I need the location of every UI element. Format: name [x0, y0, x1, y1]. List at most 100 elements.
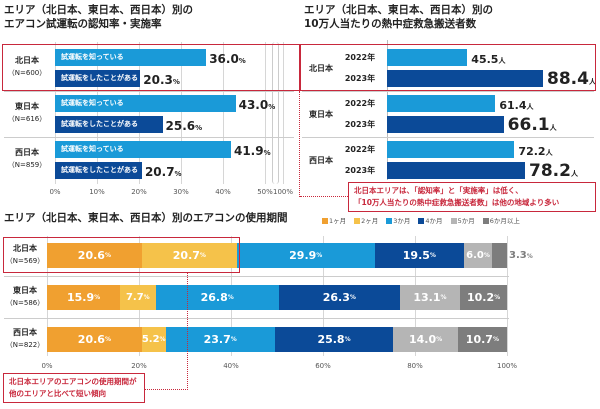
data-label: 41.9% [234, 141, 271, 162]
value-unit: % [429, 252, 436, 259]
bar: 試運転をしたことがある [55, 162, 142, 179]
year-label: 2023年 [344, 120, 376, 129]
category-label: 西日本 [309, 156, 333, 165]
category-label: 北日本 （N=600） [4, 54, 50, 80]
value-unit: % [104, 252, 111, 259]
category-name: 東日本 [15, 102, 39, 111]
note-top-line2: 「10万人当たりの熱中症救急搬送者数」は他の地域より多い [354, 198, 560, 207]
value-number: 45.5 [471, 53, 499, 66]
value-unit: % [238, 57, 246, 65]
highlight-box-chart3 [3, 237, 240, 273]
data-label: 72.2人 [518, 141, 552, 162]
chart2-title-line1: エリア（北日本、東日本、西日本）別の [304, 4, 493, 16]
category-name: 北日本 [13, 244, 37, 253]
gridline [55, 42, 56, 184]
bar [387, 141, 515, 158]
legend-label: 3か月 [393, 217, 411, 225]
category-label: 西日本 （N=859） [4, 146, 50, 172]
value-number: 3.3 [509, 250, 527, 261]
legend-swatch [354, 218, 361, 224]
note-top: 北日本エリアは、「認知率」と「実施率」は低く、 「10万人当たりの熱中症救急搬送… [348, 182, 596, 212]
value-number: 72.2 [518, 145, 546, 158]
bar-series-label: 試運転を知っている [61, 99, 124, 107]
legend-label: 1ヶ月 [329, 217, 347, 225]
legend-label: 2ヶ月 [361, 217, 379, 225]
category-label: 東日本 （N=616） [4, 100, 50, 126]
group-separator [4, 91, 294, 92]
legend-item: 3か月 [386, 215, 410, 225]
chart1-title-line2: エアコン試運転の認知率・実施率 [4, 18, 162, 30]
x-tick-label: 0% [41, 362, 53, 370]
bar-segment: 14.0% [393, 327, 458, 352]
gridline [181, 42, 182, 184]
bar-segment: 26.3% [278, 285, 400, 310]
value-unit: % [263, 149, 271, 157]
chart1-title-line1: エリア（北日本、東日本、西日本）別の [4, 4, 193, 16]
legend-item: 5か月 [450, 215, 475, 225]
data-label: 78.2人 [529, 161, 578, 184]
value-number: 26.8 [200, 291, 228, 304]
legend-swatch [386, 218, 393, 224]
bar-segment: 6.0% [464, 243, 492, 268]
value-unit: 人 [549, 124, 557, 132]
value-number: 23.7 [203, 333, 231, 346]
connector-line [299, 91, 300, 197]
chart2-title-line2: 10万人当たりの熱中症救急搬送者数 [304, 18, 477, 30]
value-number: 43.0 [238, 98, 269, 112]
bar: 試運転を知っている [55, 49, 207, 66]
value-unit: 人 [498, 57, 506, 65]
bar [387, 95, 496, 112]
data-label: 45.5人 [471, 49, 505, 70]
connector-line [187, 273, 188, 390]
bar-segment: 13.1% [399, 285, 461, 310]
data-label: 36.0% [209, 49, 246, 70]
bar-segment [491, 243, 507, 268]
group-separator [4, 318, 509, 319]
note-bottom-line2: 他のエリアと比べて短い傾向 [9, 389, 107, 398]
value-number: 25.8 [317, 333, 345, 346]
value-number: 88.4 [547, 69, 589, 89]
value-number: 26.3 [322, 291, 350, 304]
gridline [223, 42, 224, 184]
value-number: 61.4 [499, 99, 527, 112]
bar-segment: 10.2% [460, 285, 507, 310]
bar-segment: 20.6% [47, 327, 142, 352]
legend-label: 6か月以上 [489, 217, 520, 225]
value-unit: % [94, 294, 101, 301]
value-unit: 人 [588, 78, 596, 86]
gridline [283, 42, 284, 184]
category-n: （N=859） [7, 161, 47, 169]
note-top-line1: 北日本エリアは、「認知率」と「実施率」は低く、 [354, 186, 523, 195]
highlight-box-chart1 [2, 44, 300, 91]
value-number: 20.6 [77, 333, 105, 346]
bar-series-label: 試運転をしたことがある [61, 120, 138, 128]
value-unit: % [316, 252, 323, 259]
category-n: （N=600） [7, 69, 47, 77]
bar [387, 116, 504, 133]
legend-item: 2ヶ月 [354, 215, 378, 225]
bar-segment: 10.7% [457, 327, 507, 352]
connector-line [145, 389, 188, 390]
value-unit: % [492, 336, 499, 343]
value-number: 36.0 [209, 52, 239, 66]
bar-segment: 23.7% [165, 327, 275, 352]
axis-break-mark [272, 42, 279, 184]
bar-segment: 26.8% [155, 285, 279, 310]
legend-label: 5か月 [457, 217, 475, 225]
x-tick-label: 40% [215, 188, 231, 196]
value-unit: % [483, 252, 490, 259]
data-label: 43.0% [239, 95, 276, 116]
bar-series-label: 試運転を知っている [61, 53, 124, 61]
year-label: 2023年 [344, 166, 376, 175]
value-number: 6.0 [466, 250, 484, 261]
legend-label: 4か月 [425, 217, 443, 225]
category-name: 北日本 [15, 56, 39, 65]
group-separator [4, 276, 509, 277]
x-tick-label: 0% [49, 188, 61, 196]
value-unit: % [436, 336, 443, 343]
segment-label-outside: 3.3% [509, 243, 533, 269]
value-number: 20.3 [143, 73, 173, 87]
x-tick-label: 50% [257, 188, 273, 196]
value-unit: % [104, 336, 111, 343]
value-unit: % [195, 124, 203, 132]
